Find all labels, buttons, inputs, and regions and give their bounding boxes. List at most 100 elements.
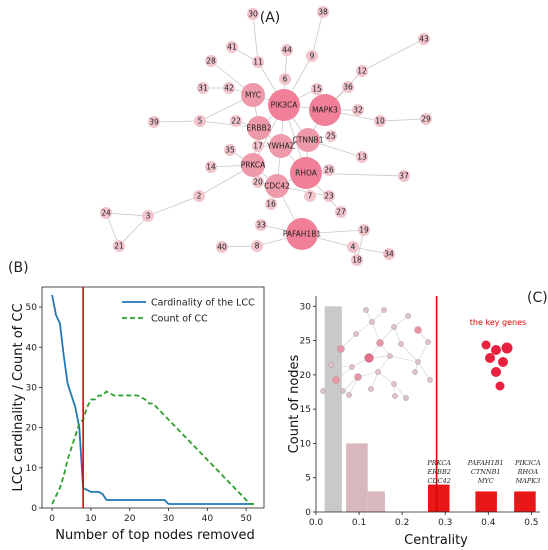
- panel-c-xlabel: Centrality: [404, 533, 468, 548]
- network-node-11: 11: [252, 56, 264, 68]
- node-label: 16: [266, 200, 276, 209]
- node-circle: [265, 198, 277, 210]
- gene-label: PIK3CA: [514, 459, 541, 467]
- network-node-8: 8: [251, 240, 263, 252]
- node-circle: [223, 82, 235, 94]
- node-circle: [226, 41, 238, 53]
- node-label: RHOA: [295, 169, 318, 178]
- mini-node: [320, 388, 326, 394]
- panel-c-ytick-label: 25: [300, 337, 311, 347]
- mini-node: [387, 353, 393, 359]
- node-label: 15: [312, 85, 322, 94]
- node-label: 25: [326, 132, 336, 141]
- panel-c-xtick-label: 0.1: [352, 518, 366, 528]
- network-node-27: 27: [335, 206, 347, 218]
- mini-node: [354, 373, 362, 381]
- gene-label: CTNNB1: [471, 468, 501, 476]
- mini-node: [346, 392, 352, 398]
- network-node-19: 19: [358, 224, 370, 236]
- network-node-pik3ca: PIK3CA: [268, 89, 300, 121]
- network-node-16: 16: [265, 198, 277, 210]
- network-node-33: 33: [255, 219, 267, 231]
- legend-label: Cardinality of the LCC: [151, 298, 255, 309]
- network-node-44: 44: [281, 44, 293, 56]
- mini-edge: [389, 355, 419, 363]
- node-circle: [251, 240, 263, 252]
- mini-node: [328, 362, 334, 368]
- network-edge: [379, 118, 427, 122]
- network-node-9: 9: [306, 50, 318, 62]
- network-node-2: 2: [193, 190, 205, 202]
- node-label: 9: [310, 52, 315, 61]
- network-node-erbb2: ERBB2: [246, 116, 272, 140]
- node-label: PAFAH1B1: [283, 230, 321, 239]
- node-circle: [309, 94, 341, 126]
- node-label: 2: [197, 192, 202, 201]
- mini-node: [414, 326, 422, 334]
- node-label: 38: [318, 8, 328, 17]
- panel-b-xtick-label: 10: [85, 514, 97, 524]
- node-circle: [383, 248, 395, 260]
- node-circle: [269, 134, 293, 158]
- gene-label: CDC42: [427, 477, 450, 485]
- network-edge: [252, 13, 259, 63]
- key-gene-node: [481, 340, 491, 350]
- panel-label-c: (C): [527, 290, 548, 306]
- node-circle: [279, 73, 291, 85]
- network-node-4: 4: [347, 241, 359, 253]
- node-label: 26: [324, 166, 334, 175]
- mini-node: [398, 341, 404, 347]
- mini-node: [403, 395, 409, 401]
- panel-c-xtick-label: 0.4: [481, 518, 496, 528]
- node-label: 28: [206, 57, 216, 66]
- node-label: 18: [352, 256, 362, 265]
- node-label: 42: [224, 84, 234, 93]
- network-node-17: 17: [252, 140, 264, 152]
- node-circle: [241, 83, 265, 107]
- mini-node: [337, 345, 345, 353]
- node-circle: [418, 33, 430, 45]
- node-label: 31: [198, 84, 208, 93]
- node-label: 10: [375, 117, 385, 126]
- gene-label: RHOA: [517, 468, 539, 476]
- network-edge: [311, 11, 324, 57]
- node-circle: [325, 130, 337, 142]
- network-node-6: 6: [279, 73, 291, 85]
- mini-node: [349, 364, 355, 370]
- node-label: 19: [359, 226, 369, 235]
- node-circle: [224, 144, 236, 156]
- mini-node: [425, 339, 431, 345]
- network-edge: [105, 212, 149, 217]
- node-label: 44: [282, 46, 292, 55]
- network-edge: [153, 120, 201, 123]
- key-gene-node: [485, 353, 495, 363]
- network-node-13: 13: [356, 151, 368, 163]
- node-label: 27: [336, 208, 346, 217]
- key-gene-node: [501, 342, 513, 354]
- panel-b-xtick-label: 30: [163, 514, 175, 524]
- mini-node: [415, 359, 421, 365]
- node-circle: [356, 151, 368, 163]
- node-label: 17: [253, 142, 263, 151]
- key-genes-cluster: [481, 340, 513, 391]
- node-circle: [194, 115, 206, 127]
- network-node-12: 12: [356, 65, 368, 77]
- node-label: 6: [283, 75, 288, 84]
- node-circle: [352, 104, 364, 116]
- node-label: 43: [419, 35, 429, 44]
- mini-edge: [377, 371, 395, 385]
- network-node-21: 21: [113, 240, 125, 252]
- key-gene-node: [498, 357, 508, 367]
- panel-c-xtick-label: 0.5: [524, 518, 538, 528]
- node-circle: [216, 241, 228, 253]
- network-node-26: 26: [323, 164, 335, 176]
- network-edge: [305, 172, 405, 177]
- network-node-14: 14: [205, 161, 217, 173]
- mini-edge: [330, 364, 353, 368]
- node-label: 14: [206, 163, 216, 172]
- node-circle: [268, 89, 300, 121]
- mini-edge: [377, 355, 391, 373]
- node-label: 21: [114, 242, 124, 251]
- panel-c-ytick-label: 0: [305, 508, 311, 518]
